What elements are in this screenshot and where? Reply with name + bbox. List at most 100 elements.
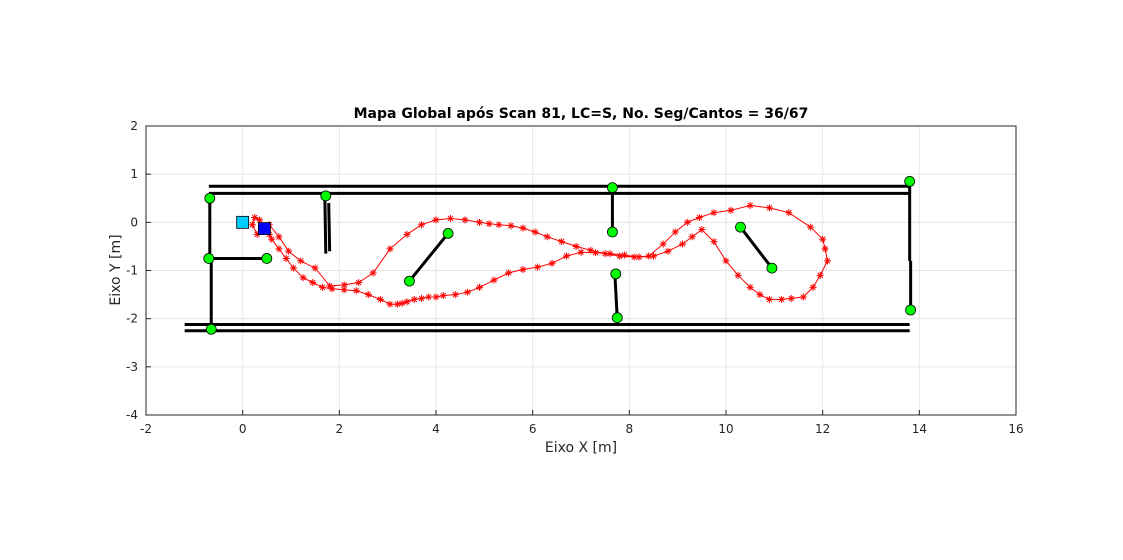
trajectory-point	[587, 246, 595, 254]
y-tick-label: -4	[126, 408, 138, 422]
trajectory-point	[679, 240, 686, 248]
corner-point	[904, 175, 916, 187]
trajectory-point	[592, 249, 599, 257]
trajectory-point	[756, 291, 764, 299]
trajectory-point	[688, 233, 696, 241]
trajectory-point	[821, 245, 829, 253]
trajectory-point	[398, 299, 406, 307]
trajectory-point	[778, 295, 786, 303]
trajectory-point	[710, 238, 718, 246]
trajectory-point	[534, 263, 541, 271]
trajectory-point	[425, 293, 433, 301]
trajectory-point	[309, 279, 317, 287]
trajectory-point	[807, 223, 815, 231]
wall-segment	[327, 203, 332, 252]
trajectory-point	[563, 252, 570, 260]
trajectory-point	[282, 254, 290, 262]
corner-point	[261, 253, 273, 264]
trajectory-point	[340, 286, 348, 294]
trajectory-point	[490, 276, 498, 284]
x-tick-label: 2	[336, 422, 344, 436]
trajectory-point	[463, 288, 471, 296]
trajectory-point	[766, 204, 773, 212]
y-tick-label: 1	[130, 167, 138, 181]
wall-segment	[739, 226, 774, 270]
trajectory-point	[824, 257, 831, 265]
y-tick-label: -2	[126, 312, 138, 326]
trajectory-point	[766, 295, 773, 303]
y-axis-label: Eixo Y [m]	[108, 234, 124, 305]
trajectory-point	[476, 218, 483, 226]
trajectory-point	[393, 300, 401, 308]
trajectory-point	[248, 221, 256, 229]
trajectory-point	[746, 201, 754, 209]
trajectory-point	[816, 271, 824, 279]
x-axis-label: Eixo X [m]	[545, 440, 617, 456]
trajectory-point	[485, 220, 493, 228]
trajectory-point	[543, 233, 551, 241]
trajectory-point	[698, 226, 706, 234]
trajectory-point	[251, 214, 259, 222]
trajectory-point	[616, 252, 624, 260]
trajectory-point	[447, 214, 454, 222]
trajectory-point	[352, 287, 360, 295]
trajectory-point	[785, 209, 793, 217]
y-tick-label: -3	[126, 360, 138, 374]
trajectory-point	[432, 216, 440, 224]
trajectory-point	[369, 269, 377, 277]
y-tick-label: 2	[130, 119, 138, 133]
trajectory-point	[507, 222, 515, 230]
trajectory-point	[285, 247, 293, 255]
trajectory-point	[606, 250, 614, 258]
x-tick-label: 16	[1008, 422, 1023, 436]
trajectory-point	[355, 279, 363, 287]
trajectory-point	[809, 283, 817, 291]
trajectory-point	[476, 283, 483, 291]
trajectory-point	[386, 245, 394, 253]
trajectory-point	[746, 283, 754, 291]
trajectory-point	[519, 224, 527, 232]
trajectory-point	[275, 245, 283, 253]
corner-point	[610, 268, 622, 280]
corner-point	[607, 182, 618, 194]
x-tick-label: 14	[912, 422, 927, 436]
trajectory-point	[531, 228, 539, 236]
corner-point	[766, 262, 778, 274]
trajectory-point	[418, 294, 425, 302]
trajectory-point	[799, 293, 807, 301]
x-tick-label: -2	[140, 422, 152, 436]
trajectory-point	[461, 216, 469, 224]
trajectory-point	[572, 242, 580, 250]
trajectory-point	[326, 282, 334, 290]
wall-segment	[323, 195, 328, 254]
wall-segment	[408, 232, 450, 283]
trajectory-point	[683, 218, 691, 226]
corner-point	[203, 253, 215, 264]
trajectory-point	[311, 264, 319, 272]
x-tick-label: 0	[239, 422, 247, 436]
trajectory-point	[318, 283, 326, 291]
trajectory-point	[376, 295, 384, 303]
corner-point	[442, 228, 454, 239]
trajectory-point	[451, 291, 459, 299]
corner-point	[205, 323, 217, 335]
trajectory-point	[621, 251, 628, 259]
corner-point	[735, 221, 746, 233]
trajectory-point	[577, 248, 585, 256]
x-tick-label: 4	[432, 422, 440, 436]
trajectory-point	[645, 252, 653, 260]
trajectory-point	[601, 250, 609, 258]
trajectory-point	[364, 291, 372, 299]
trajectory-point	[659, 240, 667, 248]
corner-points	[203, 175, 917, 335]
trajectory-point	[548, 259, 556, 267]
trajectory-point	[256, 216, 264, 224]
wall-segment	[613, 272, 619, 319]
trajectory-point	[268, 235, 276, 243]
y-tick-label: -1	[126, 264, 138, 278]
x-tick-label: 8	[626, 422, 634, 436]
x-tick-label: 12	[815, 422, 830, 436]
trajectory-point	[340, 281, 348, 289]
